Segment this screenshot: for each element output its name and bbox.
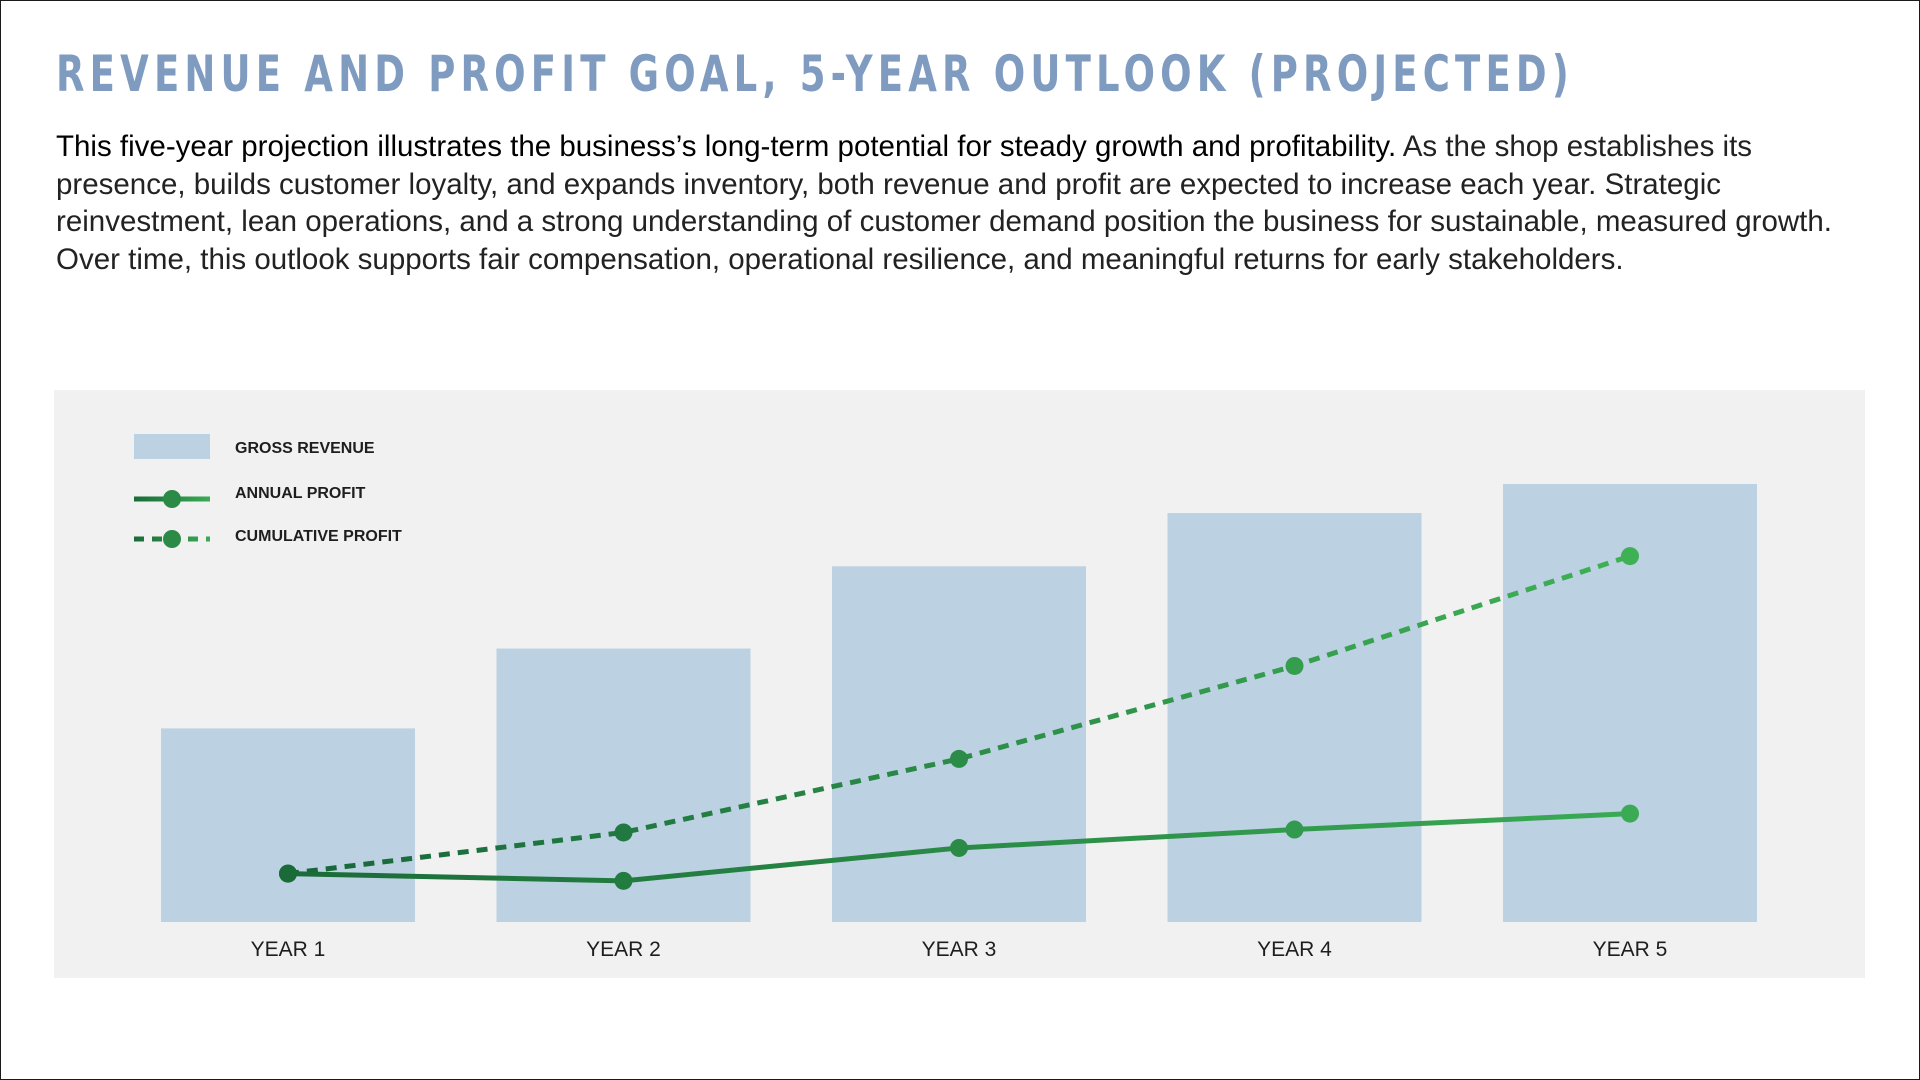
point-cumulative-profit-year-2 — [614, 823, 633, 842]
point-annual-profit-year-4 — [1285, 820, 1304, 839]
x-axis-ticks: YEAR 1 YEAR 2 YEAR 3 YEAR 4 YEAR 5 — [251, 938, 1668, 961]
point-annual-profit-year-3 — [950, 838, 968, 857]
line-cumulative-profit — [287, 553, 1631, 877]
revenue-profit-chart: YEAR 1 YEAR 2 YEAR 3 YEAR 4 YEAR 5 GROSS REV… — [134, 434, 1757, 961]
point-cumulative-profit-year-5 — [1621, 547, 1639, 566]
x-tick-label-year-4: YEAR 4 — [1257, 938, 1332, 961]
legend-marker-cumulative-profit — [163, 530, 181, 548]
legend-label-cumulative-profit: CUMULATIVE PROFIT — [235, 528, 402, 545]
legend-label-annual-profit: ANNUAL PROFIT — [235, 485, 366, 502]
bar-gross-revenue-year-1 — [161, 728, 415, 922]
point-cumulative-profit-year-4 — [1285, 656, 1304, 675]
chart-panel: YEAR 1 YEAR 2 YEAR 3 YEAR 4 YEAR 5 GROSS REV… — [54, 390, 1865, 978]
bars-layer — [161, 483, 1757, 922]
chart-legend: GROSS REVENUE ANNUAL PROFIT CUMULATIVE P… — [134, 434, 402, 548]
legend-swatch-gross-revenue — [134, 434, 210, 459]
point-annual-profit-year-1 — [279, 864, 297, 883]
x-tick-label-year-3: YEAR 3 — [922, 938, 997, 961]
description-paragraph: This five-year projection illustrates th… — [56, 128, 1856, 278]
point-cumulative-profit-year-3 — [950, 749, 968, 768]
point-annual-profit-year-2 — [614, 871, 633, 890]
x-tick-label-year-1: YEAR 1 — [251, 938, 326, 961]
bar-gross-revenue-year-4 — [1167, 513, 1422, 922]
x-tick-label-year-2: YEAR 2 — [586, 938, 661, 961]
x-tick-label-year-5: YEAR 5 — [1593, 938, 1668, 961]
legend-label-gross-revenue: GROSS REVENUE — [235, 440, 375, 457]
point-annual-profit-year-5 — [1621, 804, 1639, 823]
page-title: REVENUE AND PROFIT GOAL, 5-YEAR OUTLOOK … — [56, 45, 1574, 103]
legend-marker-annual-profit — [163, 490, 181, 508]
bar-gross-revenue-year-3 — [832, 566, 1086, 922]
points-layer — [279, 547, 1639, 890]
description-lead: This five-year projection illustrates th… — [56, 130, 1397, 163]
description-body: As the shop establishes its presence, bu… — [56, 130, 1832, 276]
